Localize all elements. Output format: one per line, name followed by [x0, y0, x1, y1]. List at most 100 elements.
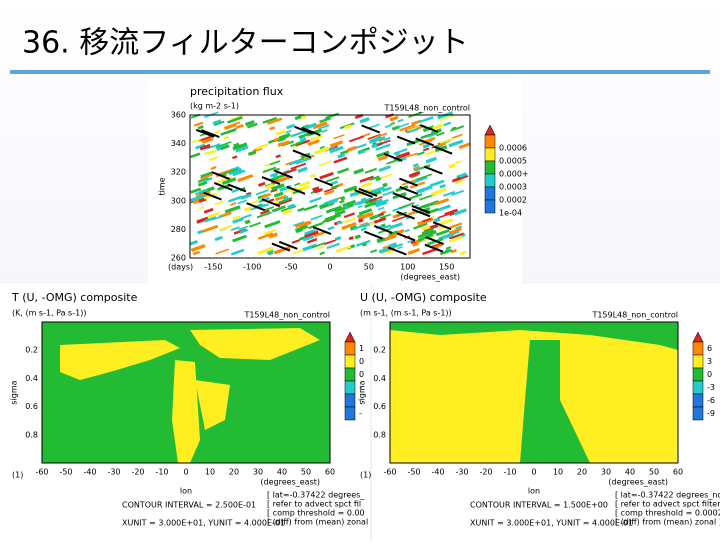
field-streak	[278, 196, 293, 204]
field-streak	[448, 227, 462, 235]
field-streak	[397, 246, 403, 250]
field-streak	[213, 120, 225, 126]
field-streak	[202, 176, 213, 183]
field-streak	[360, 227, 367, 232]
x-label: lon	[180, 487, 192, 496]
field-streak	[221, 177, 237, 185]
field-streak	[195, 143, 206, 150]
field-streak	[245, 191, 252, 197]
field-streak	[343, 212, 355, 219]
field-streak	[299, 180, 311, 187]
field-streak	[448, 235, 463, 243]
x-tick-label: -60	[35, 468, 48, 477]
colorbar-label: -9	[707, 409, 715, 418]
x-tick-label: 30	[601, 468, 611, 477]
field-streak	[439, 114, 455, 122]
field-streak	[189, 240, 198, 246]
field-streak	[284, 168, 297, 175]
field-streak	[346, 203, 354, 209]
field-streak	[269, 126, 276, 131]
field-streak	[340, 217, 357, 225]
field-streak	[197, 180, 208, 187]
field-streak	[375, 200, 388, 208]
field-streak	[237, 199, 248, 205]
x-unit: (degrees_east)	[608, 478, 668, 487]
field-streak	[349, 225, 358, 231]
footnote: [ refer to advect spct filtering da	[615, 500, 720, 509]
x-tick-label: 100	[400, 263, 415, 272]
x-tick-label: 50	[649, 468, 659, 477]
field-streak	[248, 221, 261, 228]
field-streak	[237, 174, 254, 183]
field-streak	[277, 137, 287, 143]
field-streak	[339, 199, 345, 204]
field-streak	[303, 204, 318, 212]
x-tick-label: 150	[439, 263, 454, 272]
field-streak	[198, 135, 213, 142]
field-streak	[453, 208, 467, 216]
field-streak	[278, 132, 291, 140]
field-streak	[270, 183, 285, 191]
x-tick-label: 50	[301, 468, 311, 477]
field-streak	[193, 121, 204, 127]
field-streak	[364, 201, 377, 209]
field-streak	[416, 185, 433, 194]
y-tick-label: 360	[171, 111, 186, 120]
field-streak	[422, 217, 431, 223]
field-streak	[204, 216, 217, 223]
colorbar-label: 0.0002	[499, 196, 527, 205]
slide-title: 36. 移流フィルターコンポジット	[22, 26, 469, 61]
field-streak	[333, 134, 345, 140]
field-streak	[336, 220, 343, 225]
field-streak	[306, 238, 318, 244]
field-streak	[382, 224, 392, 230]
field-streak	[268, 251, 274, 256]
field-streak	[389, 242, 398, 248]
x-tick-label: -30	[455, 468, 468, 477]
field-streak	[357, 205, 363, 209]
colorbar-label: 1	[359, 344, 364, 353]
field-streak	[444, 248, 450, 252]
y-tick-label: 320	[171, 168, 186, 177]
field-streak	[355, 239, 371, 247]
field-streak	[314, 146, 330, 155]
panel-units: (K, (m s-1, Pa s-1))	[12, 309, 86, 318]
field-streak	[224, 123, 237, 131]
field-streak	[329, 140, 344, 148]
y-tick-label: 0.6	[373, 402, 386, 411]
field-streak	[311, 242, 326, 249]
field-streak	[214, 130, 220, 135]
field-streak	[244, 219, 251, 225]
field-streak	[350, 186, 361, 192]
field-streak	[294, 125, 314, 135]
x-tick-label: 0	[183, 468, 188, 477]
colorbar-swatch	[692, 341, 704, 356]
field-streak	[231, 188, 239, 193]
field-streak	[273, 191, 284, 198]
field-streak	[215, 141, 232, 148]
field-streak	[373, 217, 387, 224]
field-streak	[293, 221, 305, 227]
contour-note: CONTOUR INTERVAL = 1.500E+00	[470, 501, 608, 510]
field-streak	[339, 149, 349, 155]
field-streak	[413, 167, 421, 172]
y-tick-label: 280	[171, 225, 186, 234]
x-tick-label: -60	[383, 468, 396, 477]
field-streak	[266, 117, 283, 125]
x-tick-label: 0	[531, 468, 536, 477]
field-streak	[310, 134, 323, 142]
field-streak	[368, 123, 380, 129]
field-streak	[404, 228, 410, 233]
field-streak	[455, 225, 463, 231]
y-tick-label: 0.8	[25, 430, 38, 439]
field-streak	[277, 140, 290, 148]
colorbar-label: -	[359, 383, 362, 392]
field-streak	[268, 232, 278, 239]
field-streak	[448, 139, 464, 148]
field-streak	[356, 213, 364, 218]
field-streak	[312, 186, 320, 192]
field-streak	[211, 215, 224, 221]
colorbar-label: -	[359, 409, 362, 418]
field-region	[390, 322, 678, 463]
plot-frame	[41, 321, 331, 464]
